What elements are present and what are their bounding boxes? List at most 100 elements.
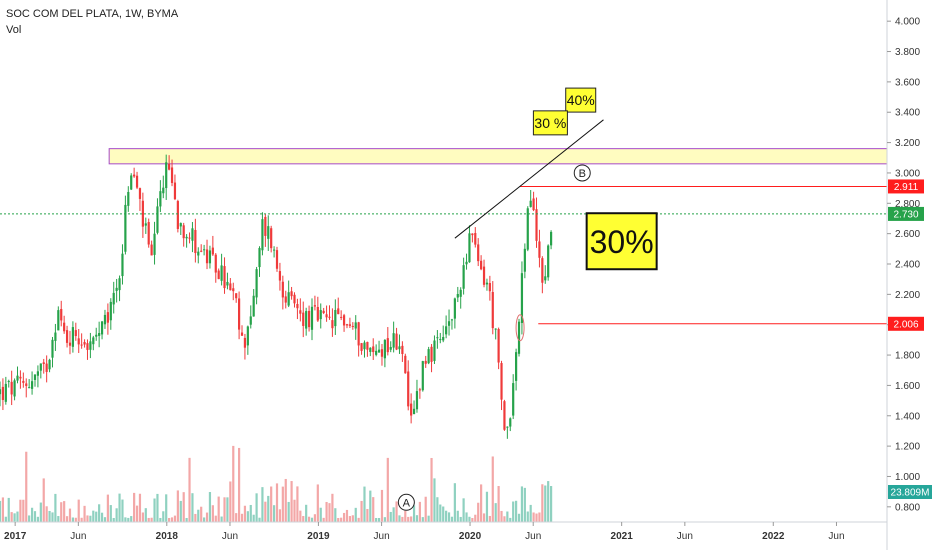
candle <box>529 190 532 208</box>
candle <box>485 278 489 291</box>
candle <box>135 171 139 190</box>
candle-body <box>485 282 489 285</box>
candle <box>106 303 109 335</box>
candle <box>170 159 174 187</box>
chart-title: SOC COM DEL PLATA, 1W, BYMA <box>6 8 179 20</box>
candle <box>182 222 185 247</box>
candle-body <box>281 281 284 298</box>
candle-body <box>188 237 191 239</box>
volume-bar <box>482 513 486 522</box>
candle-body <box>28 387 31 389</box>
label-circle-text: A <box>403 497 411 509</box>
candle-body <box>398 346 401 350</box>
candle <box>197 247 200 264</box>
volume-bar <box>65 516 69 522</box>
volume-bar <box>182 492 185 522</box>
candle <box>375 344 378 357</box>
candle-body <box>290 291 293 297</box>
candle-body <box>240 332 244 336</box>
volume-bar <box>523 487 526 522</box>
candle <box>141 192 144 238</box>
candle <box>63 315 66 334</box>
candle <box>342 313 346 332</box>
candle <box>255 266 258 305</box>
candle-body <box>404 355 407 374</box>
volume-bar <box>462 498 465 522</box>
volume-bar <box>535 513 538 522</box>
candle <box>191 221 194 253</box>
volume-bar <box>200 506 203 522</box>
volume-bar <box>1 497 5 522</box>
volume-bar <box>176 490 179 522</box>
candle <box>293 292 296 308</box>
volume-bar <box>322 517 325 522</box>
volume-bar <box>517 513 521 522</box>
volume-bar <box>363 486 366 522</box>
candle <box>223 257 226 294</box>
candle-body <box>243 337 247 348</box>
volume-bar <box>334 508 337 522</box>
candle <box>532 191 535 212</box>
candle-body <box>176 201 179 229</box>
volume-bar <box>127 517 130 522</box>
candle <box>453 297 456 329</box>
volume-bar <box>106 494 109 522</box>
candle-body <box>433 340 436 361</box>
candle-body <box>325 314 328 318</box>
candle <box>118 275 121 302</box>
resistance-price-tag-bg <box>888 179 924 194</box>
candle-body <box>342 315 346 326</box>
time-tick-label: Jun <box>374 531 390 542</box>
candle <box>474 227 477 248</box>
candle-body <box>133 174 136 177</box>
candle <box>281 275 284 310</box>
candle <box>153 221 156 265</box>
volume-bar <box>342 512 346 522</box>
candle <box>491 281 494 335</box>
volume-bar <box>340 517 343 522</box>
candle-body <box>112 292 115 305</box>
candle <box>517 318 521 357</box>
candle-body <box>302 312 305 326</box>
candle <box>270 225 273 253</box>
candle-body <box>185 236 188 239</box>
candle <box>520 261 524 335</box>
volume-bar <box>328 503 331 522</box>
candle-body <box>74 330 77 337</box>
candle <box>450 318 454 330</box>
volume-bar <box>16 511 19 522</box>
candle-body <box>363 342 366 350</box>
volume-bar <box>133 492 136 522</box>
candle-body <box>237 298 241 330</box>
candle <box>456 286 459 303</box>
price-tick-label: 2.200 <box>895 290 920 301</box>
candle <box>278 262 282 291</box>
candle <box>544 265 547 284</box>
volume-bar <box>25 451 28 522</box>
candle <box>395 327 398 351</box>
price-tick-label: 1.800 <box>895 351 920 362</box>
candle <box>436 330 439 349</box>
candle <box>427 346 430 365</box>
candle-body <box>468 233 471 263</box>
candle <box>51 336 54 368</box>
candle-body <box>106 312 109 323</box>
candle <box>217 268 220 280</box>
candle-body <box>526 208 529 250</box>
candle <box>144 217 147 234</box>
candle <box>124 195 127 255</box>
volume-bar <box>162 511 165 522</box>
volume-bar <box>418 501 421 522</box>
candle <box>366 341 369 357</box>
candle-body <box>89 341 92 350</box>
volume-bar <box>13 513 16 522</box>
volume-bar <box>290 481 293 522</box>
candle <box>477 238 480 267</box>
candle-body <box>80 344 83 346</box>
volume-bar <box>261 487 264 522</box>
candle <box>547 244 550 281</box>
volume-bar <box>450 516 454 522</box>
candle <box>83 339 86 348</box>
volume-bar <box>547 481 550 522</box>
